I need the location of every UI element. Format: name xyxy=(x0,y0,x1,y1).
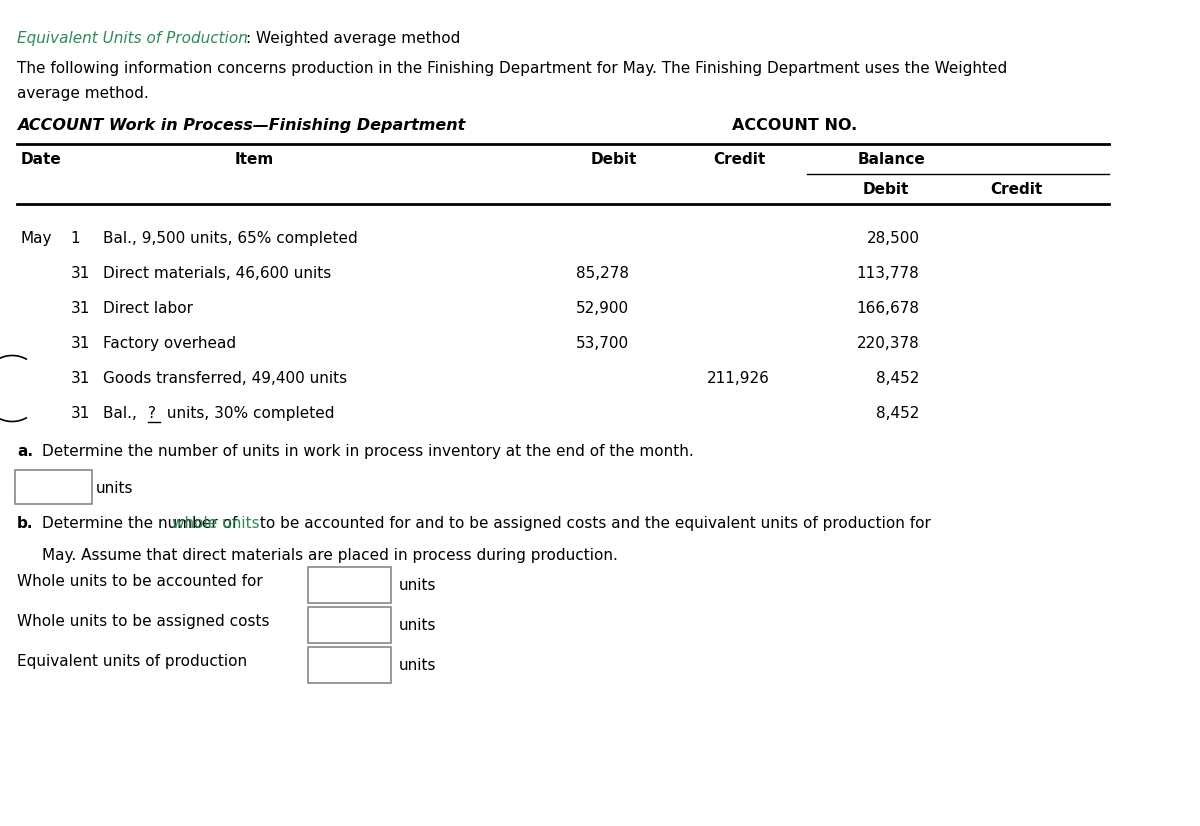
Text: 220,378: 220,378 xyxy=(857,336,919,351)
Text: to be accounted for and to be assigned costs and the equivalent units of product: to be accounted for and to be assigned c… xyxy=(256,516,931,531)
Text: 8,452: 8,452 xyxy=(876,406,919,421)
Text: Direct materials, 46,600 units: Direct materials, 46,600 units xyxy=(103,266,331,281)
Text: Debit: Debit xyxy=(592,152,637,167)
Text: ACCOUNT NO.: ACCOUNT NO. xyxy=(732,118,857,133)
Text: 8,452: 8,452 xyxy=(876,371,919,386)
Text: Equivalent Units of Production: Equivalent Units of Production xyxy=(17,31,247,46)
Text: Credit: Credit xyxy=(713,152,766,167)
Text: Bal.,: Bal., xyxy=(103,406,142,421)
Text: Determine the number of units in work in process inventory at the end of the mon: Determine the number of units in work in… xyxy=(42,444,694,459)
Text: Factory overhead: Factory overhead xyxy=(103,336,236,351)
Text: 31: 31 xyxy=(71,266,90,281)
Text: 53,700: 53,700 xyxy=(576,336,629,351)
Text: 31: 31 xyxy=(71,336,90,351)
Text: Equivalent units of production: Equivalent units of production xyxy=(17,654,247,669)
Text: 85,278: 85,278 xyxy=(576,266,629,281)
Text: Credit: Credit xyxy=(990,182,1042,197)
Text: ACCOUNT Work in Process—Finishing Department: ACCOUNT Work in Process—Finishing Depart… xyxy=(17,118,466,133)
Text: b.: b. xyxy=(17,516,34,531)
Text: Direct labor: Direct labor xyxy=(103,301,193,316)
FancyBboxPatch shape xyxy=(307,647,391,683)
Text: 31: 31 xyxy=(71,301,90,316)
Text: Goods transferred, 49,400 units: Goods transferred, 49,400 units xyxy=(103,371,347,386)
Text: The following information concerns production in the Finishing Department for Ma: The following information concerns produ… xyxy=(17,61,1007,76)
Text: 211,926: 211,926 xyxy=(707,371,769,386)
Text: Balance: Balance xyxy=(857,152,925,167)
Text: a.: a. xyxy=(17,444,32,459)
Text: whole units: whole units xyxy=(172,516,259,531)
Text: 113,778: 113,778 xyxy=(857,266,919,281)
Text: May. Assume that direct materials are placed in process during production.: May. Assume that direct materials are pl… xyxy=(42,548,618,563)
Text: 28,500: 28,500 xyxy=(866,231,919,246)
Text: 166,678: 166,678 xyxy=(857,301,919,316)
Text: Whole units to be accounted for: Whole units to be accounted for xyxy=(17,574,263,589)
Text: Determine the number of: Determine the number of xyxy=(42,516,242,531)
Text: Whole units to be assigned costs: Whole units to be assigned costs xyxy=(17,614,269,629)
Text: 31: 31 xyxy=(71,406,90,421)
Text: units: units xyxy=(96,481,133,496)
Text: 52,900: 52,900 xyxy=(576,301,629,316)
Text: Date: Date xyxy=(20,152,61,167)
Text: 1: 1 xyxy=(71,231,80,246)
Text: May: May xyxy=(20,231,52,246)
Text: units: units xyxy=(398,658,437,673)
Text: units: units xyxy=(398,578,437,593)
Text: units, 30% completed: units, 30% completed xyxy=(162,406,335,421)
Text: Bal., 9,500 units, 65% completed: Bal., 9,500 units, 65% completed xyxy=(103,231,358,246)
Text: Debit: Debit xyxy=(863,182,910,197)
Text: 31: 31 xyxy=(71,371,90,386)
Text: : Weighted average method: : Weighted average method xyxy=(246,31,460,46)
FancyBboxPatch shape xyxy=(307,567,391,603)
Text: ?: ? xyxy=(149,406,156,421)
Text: Item: Item xyxy=(234,152,274,167)
Text: units: units xyxy=(398,618,437,633)
FancyBboxPatch shape xyxy=(307,607,391,643)
FancyBboxPatch shape xyxy=(16,470,92,504)
Text: average method.: average method. xyxy=(17,86,149,101)
